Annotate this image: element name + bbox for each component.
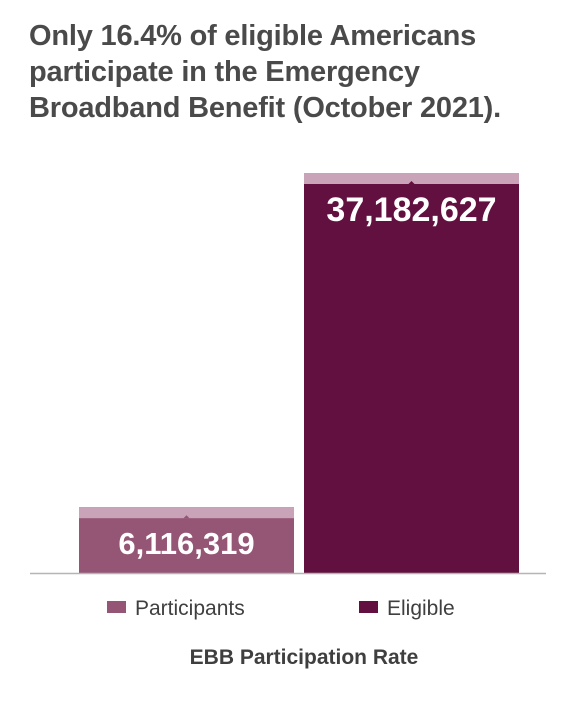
legend-label-eligible: Eligible bbox=[387, 597, 455, 620]
legend: Participants Eligible bbox=[107, 597, 455, 620]
bars-group: 6,116,319 37,182,627 bbox=[79, 173, 519, 573]
title-line-1: Only 16.4% of eligible Americans bbox=[29, 20, 477, 52]
bar-eligible: 37,182,627 bbox=[304, 173, 519, 573]
legend-label-participants: Participants bbox=[135, 597, 245, 620]
bar-eligible-cap bbox=[304, 173, 519, 184]
data-label-participants: 6,116,319 bbox=[118, 526, 254, 561]
x-axis-label: EBB Participation Rate bbox=[190, 646, 419, 669]
legend-swatch-participants bbox=[107, 601, 126, 613]
bar-participants-notch bbox=[183, 515, 190, 519]
bar-eligible-notch bbox=[408, 181, 415, 184]
bar-participants-cap bbox=[79, 507, 294, 519]
bar-eligible-rect bbox=[304, 173, 519, 573]
title-line-3: Broadband Benefit (October 2021). bbox=[29, 92, 501, 124]
data-label-eligible: 37,182,627 bbox=[326, 191, 496, 229]
chart-title: Only 16.4% of eligible Americans partici… bbox=[29, 18, 539, 126]
title-line-2: participate in the Emergency bbox=[29, 56, 420, 88]
legend-swatch-eligible bbox=[359, 601, 378, 613]
bar-participants: 6,116,319 bbox=[79, 507, 294, 573]
